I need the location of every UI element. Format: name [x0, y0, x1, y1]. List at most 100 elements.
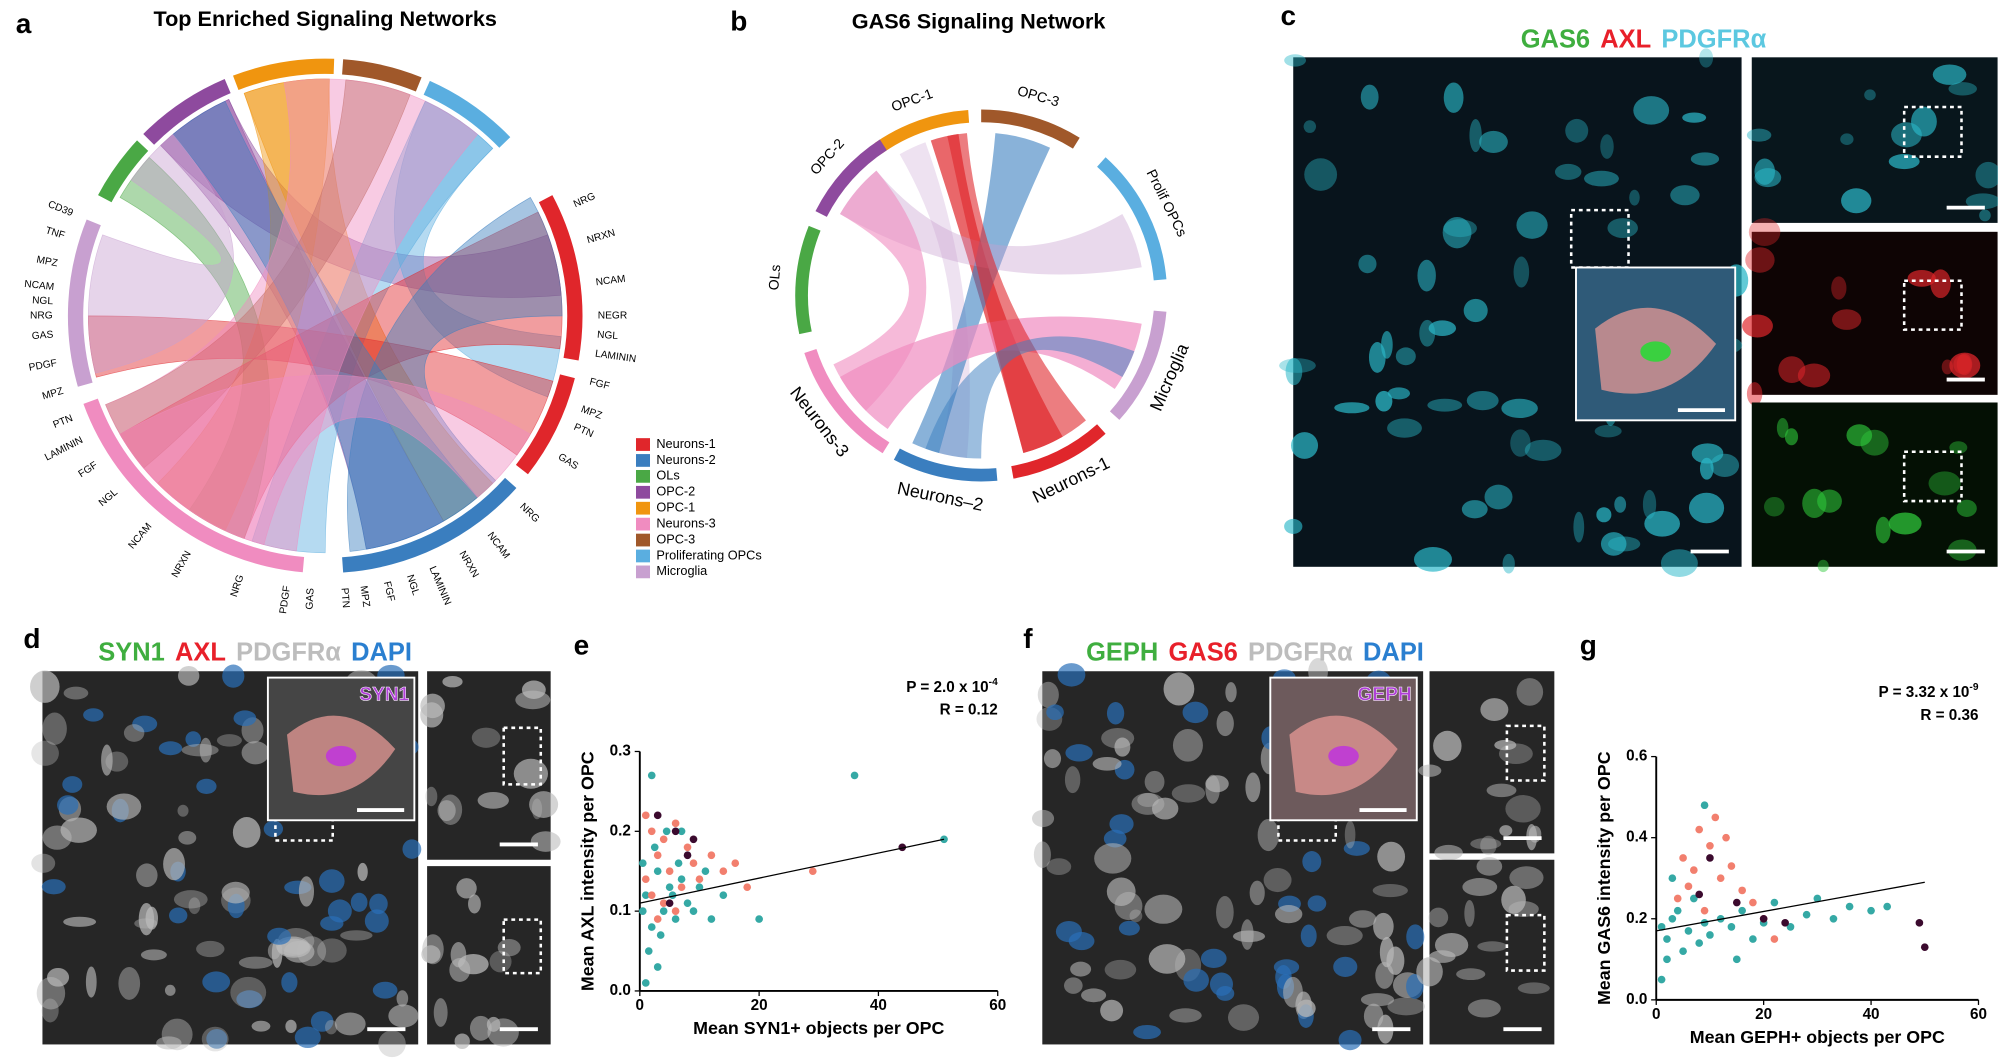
point — [650, 843, 659, 852]
cell — [1033, 841, 1051, 869]
cell — [60, 817, 97, 843]
cell — [1573, 511, 1585, 543]
cell — [468, 894, 481, 914]
point — [1663, 955, 1671, 964]
group-label: Neurons-3 — [786, 383, 853, 461]
cell — [1461, 500, 1488, 519]
cell — [63, 916, 97, 927]
cell — [477, 792, 509, 809]
nucleus — [57, 795, 79, 815]
cell — [1375, 962, 1394, 989]
point — [659, 899, 668, 907]
cell — [1464, 899, 1475, 927]
inset-object — [325, 745, 357, 767]
point — [1915, 919, 1924, 927]
legend-label: Neurons-2 — [656, 452, 715, 467]
legend-swatch — [635, 501, 651, 515]
cell — [199, 737, 212, 763]
p-value-exponent: -9 — [1969, 682, 1978, 693]
channel-title: GEPH GAS6 PDGFRα DAPI — [1086, 638, 1424, 666]
cell — [1433, 730, 1462, 761]
point — [1684, 927, 1693, 935]
legend-label: Neurons-3 — [656, 515, 715, 530]
nucleus — [1209, 972, 1233, 996]
channel-name: DAPI — [1363, 638, 1424, 666]
point — [1727, 923, 1736, 931]
legend-label: Microglia — [656, 563, 708, 578]
x-tick-label: 20 — [1755, 1006, 1772, 1023]
cell — [1513, 256, 1530, 288]
cell — [1463, 298, 1488, 323]
nucleus — [41, 879, 66, 895]
cell — [471, 727, 501, 748]
cell — [136, 863, 158, 888]
ribbon — [833, 170, 927, 411]
point — [1695, 939, 1704, 947]
ligand-label: NRXN — [586, 228, 617, 247]
cell — [1131, 792, 1165, 815]
ribbon — [88, 133, 234, 374]
nucleus — [1109, 814, 1134, 834]
nucleus — [1057, 663, 1086, 687]
cell — [1428, 907, 1449, 928]
ring-segment — [67, 219, 101, 387]
cell — [1418, 764, 1442, 777]
roi-box — [1569, 208, 1630, 269]
cell — [1129, 909, 1143, 923]
ring-segment — [804, 349, 890, 454]
trend-line — [1656, 881, 1925, 932]
cell — [1508, 901, 1539, 917]
roi-box — [1505, 913, 1546, 972]
channel-name: DAPI — [351, 638, 412, 666]
p-value: P = 3.32 x 10-9 — [1878, 682, 1978, 701]
ring-segment — [515, 374, 575, 475]
point — [671, 827, 680, 836]
cell — [1979, 209, 1991, 222]
y-tick-label: 0.1 — [610, 902, 632, 919]
cell — [181, 743, 219, 757]
ring-segment — [233, 58, 335, 90]
cell — [283, 940, 315, 963]
nucleus — [319, 869, 345, 893]
nucleus — [369, 893, 388, 915]
cell — [1746, 382, 1763, 406]
cell — [1303, 120, 1317, 133]
cell — [1479, 130, 1508, 154]
point — [1749, 898, 1757, 907]
cell — [1456, 968, 1486, 981]
point — [641, 875, 650, 884]
point — [1781, 919, 1789, 927]
cell — [396, 990, 409, 1007]
cell — [163, 848, 186, 881]
cell — [1691, 443, 1724, 464]
cell — [41, 998, 59, 1023]
cell — [1600, 532, 1627, 556]
legend-label: Proliferating OPCs — [656, 547, 761, 562]
cell — [1690, 152, 1720, 166]
panel-letter: b — [730, 5, 747, 36]
point — [644, 947, 653, 955]
point — [647, 891, 656, 899]
x-axis-label: Mean SYN1+ objects per OPC — [693, 1018, 944, 1038]
point — [653, 915, 662, 923]
point — [665, 899, 674, 907]
inset-label: SYN1 — [359, 684, 409, 705]
y-axis-label: Mean AXL intensity per OPC — [578, 751, 598, 991]
cell — [1031, 809, 1055, 828]
nucleus — [222, 664, 245, 688]
point — [656, 931, 665, 939]
cell — [1216, 895, 1234, 929]
cell — [1379, 936, 1394, 968]
ligand-label: NCAM — [24, 279, 55, 293]
cell — [1279, 358, 1316, 373]
point — [641, 891, 650, 899]
ligand-label: NGL — [32, 295, 54, 307]
cell — [238, 956, 273, 969]
cell — [106, 793, 142, 820]
point — [641, 979, 650, 987]
point — [677, 875, 686, 884]
cell — [1928, 471, 1961, 496]
cell — [450, 942, 467, 968]
ligand-label: NRG — [572, 191, 597, 210]
